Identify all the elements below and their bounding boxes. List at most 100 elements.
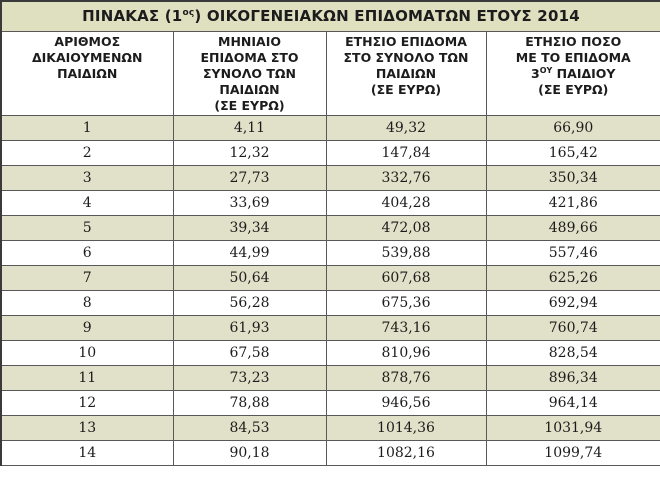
cell-children-count: 1 — [0, 114, 174, 141]
header-line-suffix: ΠΑΙΔΙΟΥ — [552, 65, 616, 81]
title-row: ΠΙΝΑΚΑΣ (1ος) ΟΙΚΟΓΕΝΕΙΑΚΩΝ ΕΠΙΔΟΜΑΤΩΝ Ε… — [0, 0, 660, 32]
cell-annual-total-3rd-child: 1099,74 — [485, 439, 660, 466]
cell-children-count: 11 — [0, 364, 174, 391]
cell-annual-total-3rd-child: 557,46 — [485, 239, 660, 266]
cell-annual-total-3rd-child: 896,34 — [485, 364, 660, 391]
table-row: 13 84,53 1014,36 1031,94 — [0, 414, 660, 441]
cell-monthly-allowance: 56,28 — [172, 289, 327, 316]
header-line: ΣΤΟ ΣΥΝΟΛΟ ΤΩΝ — [343, 49, 469, 65]
header-line: ΕΠΙΔΟΜΑ ΣΤΟ — [200, 49, 299, 65]
header-line: ΠΑΙΔΙΩΝ — [219, 81, 280, 97]
cell-annual-allowance: 539,88 — [325, 239, 487, 266]
cell-annual-total-3rd-child: 625,26 — [485, 264, 660, 291]
table-row: 9 61,93 743,16 760,74 — [0, 314, 660, 341]
table-row: 11 73,23 878,76 896,34 — [0, 364, 660, 391]
col-header-annual-total-3rd-child: ΕΤΗΣΙΟ ΠΟΣΟ ΜΕ ΤΟ ΕΠΙΔΟΜΑ 3ΟΥ ΠΑΙΔΙΟΥ (Σ… — [485, 30, 660, 116]
cell-children-count: 14 — [0, 439, 174, 466]
header-line: ΕΤΗΣΙΟ ΕΠΙΔΟΜΑ — [345, 33, 467, 49]
cell-annual-allowance: 675,36 — [325, 289, 487, 316]
cell-annual-total-3rd-child: 421,86 — [485, 189, 660, 216]
family-allowance-table: ΠΙΝΑΚΑΣ (1ος) ΟΙΚΟΓΕΝΕΙΑΚΩΝ ΕΠΙΔΟΜΑΤΩΝ Ε… — [0, 0, 660, 466]
header-line: (ΣΕ ΕΥΡΩ) — [538, 81, 609, 97]
cell-annual-allowance: 404,28 — [325, 189, 487, 216]
header-line: ΠΑΙΔΙΩΝ — [57, 65, 118, 81]
cell-monthly-allowance: 73,23 — [172, 364, 327, 391]
cell-annual-total-3rd-child: 489,66 — [485, 214, 660, 241]
table-row: 10 67,58 810,96 828,54 — [0, 339, 660, 366]
cell-children-count: 9 — [0, 314, 174, 341]
cell-children-count: 2 — [0, 139, 174, 166]
table-row: 3 27,73 332,76 350,34 — [0, 164, 660, 191]
cell-annual-allowance: 946,56 — [325, 389, 487, 416]
cell-annual-total-3rd-child: 350,34 — [485, 164, 660, 191]
cell-children-count: 4 — [0, 189, 174, 216]
header-line: ΣΥΝΟΛΟ ΤΩΝ — [203, 65, 296, 81]
header-line: ΑΡΙΘΜΟΣ — [54, 33, 121, 49]
cell-monthly-allowance: 67,58 — [172, 339, 327, 366]
table-row: 12 78,88 946,56 964,14 — [0, 389, 660, 416]
header-line: ΔΙΚΑΙΟΥΜΕΝΩΝ — [31, 49, 143, 65]
cell-children-count: 13 — [0, 414, 174, 441]
header-line-prefix: 3 — [531, 65, 540, 81]
table-row: 4 33,69 404,28 421,86 — [0, 189, 660, 216]
cell-annual-allowance: 743,16 — [325, 314, 487, 341]
cell-annual-total-3rd-child: 692,94 — [485, 289, 660, 316]
cell-annual-total-3rd-child: 964,14 — [485, 389, 660, 416]
cell-annual-allowance: 49,32 — [325, 114, 487, 141]
header-line: ΜΕ ΤΟ ΕΠΙΔΟΜΑ — [515, 49, 631, 65]
cell-annual-allowance: 147,84 — [325, 139, 487, 166]
table-row: 8 56,28 675,36 692,94 — [0, 289, 660, 316]
header-line: (ΣΕ ΕΥΡΩ) — [214, 97, 285, 113]
cell-monthly-allowance: 12,32 — [172, 139, 327, 166]
header-line: ΜΗΝΙΑΙΟ — [218, 33, 281, 49]
cell-annual-allowance: 1082,16 — [325, 439, 487, 466]
table-title-superscript: ος — [182, 8, 195, 19]
cell-annual-total-3rd-child: 165,42 — [485, 139, 660, 166]
table-title-suffix: ) ΟΙΚΟΓΕΝΕΙΑΚΩΝ ΕΠΙΔΟΜΑΤΩΝ ΕΤΟΥΣ 2014 — [194, 7, 580, 26]
table-title-prefix: ΠΙΝΑΚΑΣ (1 — [82, 7, 183, 26]
cell-annual-allowance: 1014,36 — [325, 414, 487, 441]
table-row: 14 90,18 1082,16 1099,74 — [0, 439, 660, 466]
cell-annual-allowance: 878,76 — [325, 364, 487, 391]
cell-annual-total-3rd-child: 760,74 — [485, 314, 660, 341]
cell-children-count: 12 — [0, 389, 174, 416]
cell-monthly-allowance: 78,88 — [172, 389, 327, 416]
table-row: 7 50,64 607,68 625,26 — [0, 264, 660, 291]
cell-monthly-allowance: 84,53 — [172, 414, 327, 441]
header-line: (ΣΕ ΕΥΡΩ) — [370, 81, 442, 97]
cell-children-count: 3 — [0, 164, 174, 191]
cell-children-count: 7 — [0, 264, 174, 291]
header-line: ΠΑΙΔΙΩΝ — [375, 65, 437, 81]
cell-annual-total-3rd-child: 66,90 — [485, 114, 660, 141]
cell-monthly-allowance: 61,93 — [172, 314, 327, 341]
cell-monthly-allowance: 4,11 — [172, 114, 327, 141]
col-header-children-count: ΑΡΙΘΜΟΣ ΔΙΚΑΙΟΥΜΕΝΩΝ ΠΑΙΔΙΩΝ — [0, 30, 174, 116]
cell-annual-allowance: 332,76 — [325, 164, 487, 191]
cell-annual-allowance: 810,96 — [325, 339, 487, 366]
table-row: 1 4,11 49,32 66,90 — [0, 114, 660, 141]
cell-monthly-allowance: 90,18 — [172, 439, 327, 466]
col-header-annual-allowance: ΕΤΗΣΙΟ ΕΠΙΔΟΜΑ ΣΤΟ ΣΥΝΟΛΟ ΤΩΝ ΠΑΙΔΙΩΝ (Σ… — [325, 30, 487, 116]
cell-annual-allowance: 472,08 — [325, 214, 487, 241]
table-row: 6 44,99 539,88 557,46 — [0, 239, 660, 266]
header-line: ΕΤΗΣΙΟ ΠΟΣΟ — [525, 33, 622, 49]
cell-annual-allowance: 607,68 — [325, 264, 487, 291]
table-title: ΠΙΝΑΚΑΣ (1ος) ΟΙΚΟΓΕΝΕΙΑΚΩΝ ΕΠΙΔΟΜΑΤΩΝ Ε… — [0, 0, 660, 32]
cell-annual-total-3rd-child: 1031,94 — [485, 414, 660, 441]
header-row: ΑΡΙΘΜΟΣ ΔΙΚΑΙΟΥΜΕΝΩΝ ΠΑΙΔΙΩΝ ΜΗΝΙΑΙΟ ΕΠΙ… — [0, 30, 660, 116]
cell-monthly-allowance: 27,73 — [172, 164, 327, 191]
header-line-superscript: ΟΥ — [539, 65, 553, 75]
cell-monthly-allowance: 44,99 — [172, 239, 327, 266]
cell-monthly-allowance: 33,69 — [172, 189, 327, 216]
cell-children-count: 8 — [0, 289, 174, 316]
cell-annual-total-3rd-child: 828,54 — [485, 339, 660, 366]
table-row: 5 39,34 472,08 489,66 — [0, 214, 660, 241]
cell-children-count: 10 — [0, 339, 174, 366]
cell-children-count: 5 — [0, 214, 174, 241]
cell-monthly-allowance: 39,34 — [172, 214, 327, 241]
cell-children-count: 6 — [0, 239, 174, 266]
col-header-monthly-allowance: ΜΗΝΙΑΙΟ ΕΠΙΔΟΜΑ ΣΤΟ ΣΥΝΟΛΟ ΤΩΝ ΠΑΙΔΙΩΝ (… — [172, 30, 327, 116]
cell-monthly-allowance: 50,64 — [172, 264, 327, 291]
header-line: 3ΟΥ ΠΑΙΔΙΟΥ — [488, 66, 660, 82]
